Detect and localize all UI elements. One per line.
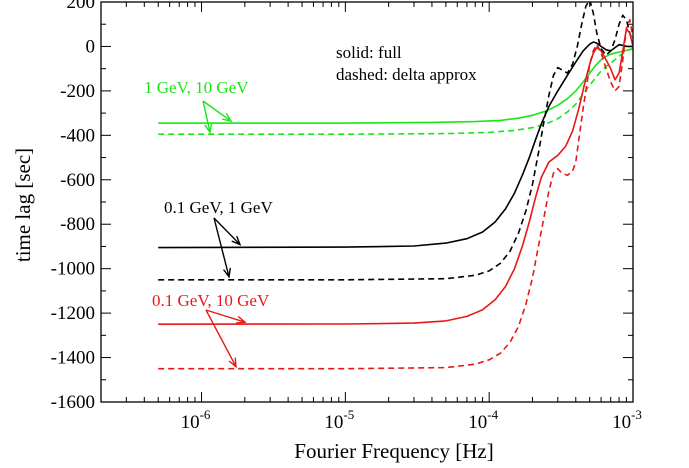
annotation-arrow bbox=[205, 309, 246, 323]
arrow-head bbox=[222, 113, 233, 123]
annotation-arrow bbox=[205, 309, 237, 367]
label-0p1gev-1gev: 0.1 GeV, 1 GeV bbox=[164, 198, 273, 217]
series-0-1-gev-10-gev-dashed bbox=[158, 19, 633, 370]
arrow-head bbox=[231, 235, 242, 246]
arrow-head bbox=[222, 267, 232, 279]
arrow-head bbox=[235, 315, 247, 324]
y-tick-label: -1400 bbox=[51, 348, 95, 369]
y-tick-label: -600 bbox=[60, 170, 95, 191]
plot-frame bbox=[100, 1, 634, 403]
annotation-arrow bbox=[202, 100, 232, 122]
y-tick-label: -200 bbox=[60, 81, 95, 102]
y-tick-label: -800 bbox=[60, 214, 95, 235]
tick-labels: 200 0 -200 -400 -600 -800 -1000 -1200 -1400 -1600… bbox=[51, 0, 642, 433]
label-0p1gev-10gev: 0.1 GeV, 10 GeV bbox=[152, 291, 270, 310]
series-1-gev-10-gev-solid bbox=[158, 48, 633, 124]
series-0-1-gev-1-gev-dashed bbox=[158, 2, 633, 281]
x-tick-label: 10-6 bbox=[181, 407, 211, 433]
y-axis-label: time lag [sec] bbox=[11, 148, 35, 262]
y-tick-label: -1000 bbox=[51, 259, 95, 280]
series-0-1-gev-1-gev-solid bbox=[158, 41, 633, 249]
x-tick-label: 10-4 bbox=[468, 407, 498, 433]
label-1gev-10gev: 1 GeV, 10 GeV bbox=[144, 78, 249, 97]
x-tick-label: 10-3 bbox=[612, 407, 642, 433]
arrow-head bbox=[204, 123, 213, 134]
y-tick-label: -1200 bbox=[51, 303, 95, 324]
x-tick-label: 10-5 bbox=[324, 407, 354, 433]
annotation-arrow bbox=[202, 100, 211, 133]
y-tick-label: -400 bbox=[60, 125, 95, 146]
legend-solid-text: solid: full bbox=[336, 43, 402, 62]
y-tick-label: -1600 bbox=[51, 392, 95, 413]
annotation-arrow bbox=[213, 217, 241, 246]
legend-dashed-text: dashed: delta approx bbox=[336, 65, 477, 84]
y-tick-label: 200 bbox=[67, 0, 96, 13]
axis-ticks bbox=[101, 1, 634, 403]
series-0-1-gev-10-gev-solid bbox=[158, 27, 633, 325]
arrow-head bbox=[228, 357, 237, 369]
y-tick-label: 0 bbox=[86, 36, 96, 57]
x-axis-label: Fourier Frequency [Hz] bbox=[294, 439, 493, 463]
annotation-arrow bbox=[213, 217, 230, 277]
annotation-layer bbox=[202, 100, 247, 369]
series-layer bbox=[158, 2, 633, 370]
